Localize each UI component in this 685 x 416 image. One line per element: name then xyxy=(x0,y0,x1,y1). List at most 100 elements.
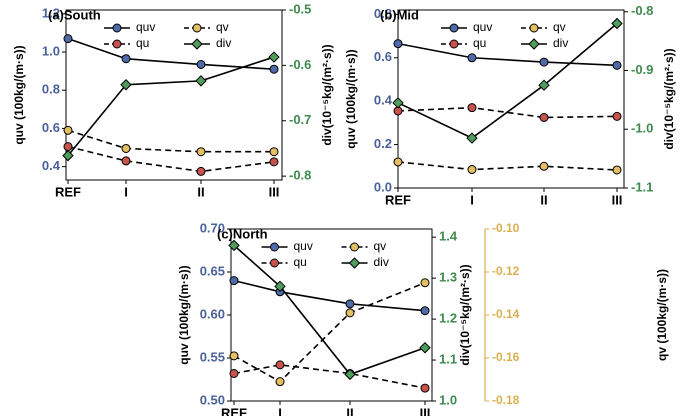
series-line-quv xyxy=(67,37,275,71)
legend-label-qu: qu xyxy=(294,255,307,269)
y-tick-label: 0.4 xyxy=(374,93,393,108)
series-line-div xyxy=(233,244,426,376)
y-tick-label: 0.55 xyxy=(200,349,225,364)
series-line-qv xyxy=(67,129,274,153)
x-tick-label: I xyxy=(278,405,282,416)
y-right-tick-label: -1.0 xyxy=(631,121,653,136)
y-tick-label: 0.70 xyxy=(200,220,225,235)
data-point-div xyxy=(392,97,404,109)
chart-panel-2: 0.50 0.55 0.60 0.65 0.70 1.0 1.1 1.2 1.3 1.4 -0.18… xyxy=(177,220,669,416)
x-tick-label: III xyxy=(269,184,280,199)
y-right-tick-label: 1.3 xyxy=(439,270,457,285)
data-point-quv xyxy=(612,60,622,70)
data-point-qu xyxy=(420,383,430,393)
data-point-div xyxy=(228,239,240,252)
y-tick-label: 0.8 xyxy=(42,82,60,97)
y-right2-tick-label: -0.18 xyxy=(492,393,520,407)
legend-label-quv: quv xyxy=(294,239,313,253)
series-line-qu xyxy=(67,145,275,173)
data-point-div xyxy=(344,368,356,381)
y-right-tick-label: 1.1 xyxy=(439,351,457,366)
x-tick-label: II xyxy=(346,405,353,416)
y-tick-label: 0.0 xyxy=(374,179,392,194)
data-point-qv xyxy=(345,308,355,318)
data-point-div xyxy=(120,79,132,91)
y-right-tick-label: -0.5 xyxy=(289,1,311,16)
data-point-div xyxy=(466,132,478,144)
data-point-div xyxy=(611,17,623,30)
legend-label-qu: qu xyxy=(136,36,149,50)
y-right2-tick-label: -0.14 xyxy=(492,307,520,321)
y-right-tick-label: -0.8 xyxy=(631,3,653,18)
y-tick-label: 0.50 xyxy=(200,392,225,407)
data-point-quv xyxy=(121,54,131,64)
legend-marker-qu xyxy=(449,39,459,49)
y-axis-label: quv (100kg/(m·s)) xyxy=(177,265,191,364)
data-point-div xyxy=(268,51,280,63)
data-point-qv xyxy=(121,143,131,153)
legend-marker-quv xyxy=(449,23,459,33)
data-point-qu xyxy=(612,111,622,121)
x-tick-label: III xyxy=(612,192,623,207)
data-point-qv xyxy=(612,165,622,175)
x-tick-label: REF xyxy=(221,405,247,416)
data-point-qv xyxy=(539,161,549,171)
legend-label-div: div xyxy=(374,255,389,269)
legend-marker-div xyxy=(348,257,361,269)
y-right-tick-label: -0.7 xyxy=(289,112,311,127)
data-point-quv xyxy=(196,59,206,69)
data-point-qu xyxy=(121,156,131,166)
x-tick-label: II xyxy=(197,184,204,199)
y-tick-label: 0.6 xyxy=(42,120,60,135)
data-point-div xyxy=(538,79,550,91)
plot-frame xyxy=(65,9,283,181)
legend-marker-qv xyxy=(529,23,539,33)
y-tick-label: 0.4 xyxy=(42,158,61,173)
data-point-qu xyxy=(539,112,549,122)
data-point-div xyxy=(419,342,431,354)
data-point-div xyxy=(62,149,74,162)
y-right-tick-label: 1.2 xyxy=(439,311,457,326)
y-tick-label: 0.8 xyxy=(374,6,392,21)
y-axis-label: quv (100kg/(m·s)) xyxy=(12,45,26,144)
data-point-quv xyxy=(269,64,279,74)
legend-marker-quv xyxy=(270,242,279,252)
data-point-quv xyxy=(393,39,403,49)
legend-marker-qu xyxy=(270,258,279,268)
series-line-div xyxy=(67,56,275,157)
y-right-tick-label: 1.0 xyxy=(439,392,457,407)
legend-label-qu: qu xyxy=(473,36,486,50)
y-tick-label: 0.65 xyxy=(200,263,225,278)
data-point-qv xyxy=(196,147,206,157)
data-point-qu xyxy=(467,103,477,113)
y-right2-tick-label: -0.12 xyxy=(492,264,520,278)
y-right-axis-label: div(10⁻⁵kg/(m²·s)) xyxy=(662,48,676,149)
y-tick-label: 0.6 xyxy=(374,49,392,64)
y-right-axis-label: div(10⁻⁵kg/(m²·s)) xyxy=(458,264,472,365)
y-right-tick-label: -0.8 xyxy=(289,168,311,183)
data-point-quv xyxy=(420,306,430,316)
data-point-div xyxy=(195,75,207,87)
series-line-div xyxy=(397,22,618,139)
data-point-quv xyxy=(229,276,239,286)
legend-label-div: div xyxy=(553,36,568,50)
data-point-qu xyxy=(229,368,239,378)
series-line-qv xyxy=(233,282,426,383)
y-tick-label: 1.2 xyxy=(42,5,60,20)
legend-label-qv: qv xyxy=(553,20,566,34)
data-point-quv xyxy=(467,53,477,63)
y-right-tick-label: 1.4 xyxy=(439,229,458,244)
data-point-qu xyxy=(196,166,206,176)
legend-label-quv: quv xyxy=(473,20,492,34)
data-point-qv xyxy=(393,157,403,167)
data-point-qu xyxy=(63,142,73,152)
y-right2-axis-label: qv (100kg/(m·s)) xyxy=(655,269,669,361)
y-right-tick-label: -1.1 xyxy=(631,179,653,194)
x-tick-label: REF xyxy=(385,192,411,207)
legend-label-div: div xyxy=(216,36,231,50)
x-tick-label: III xyxy=(420,405,431,416)
legend-label-qv: qv xyxy=(216,20,229,34)
data-point-qv xyxy=(63,125,73,135)
